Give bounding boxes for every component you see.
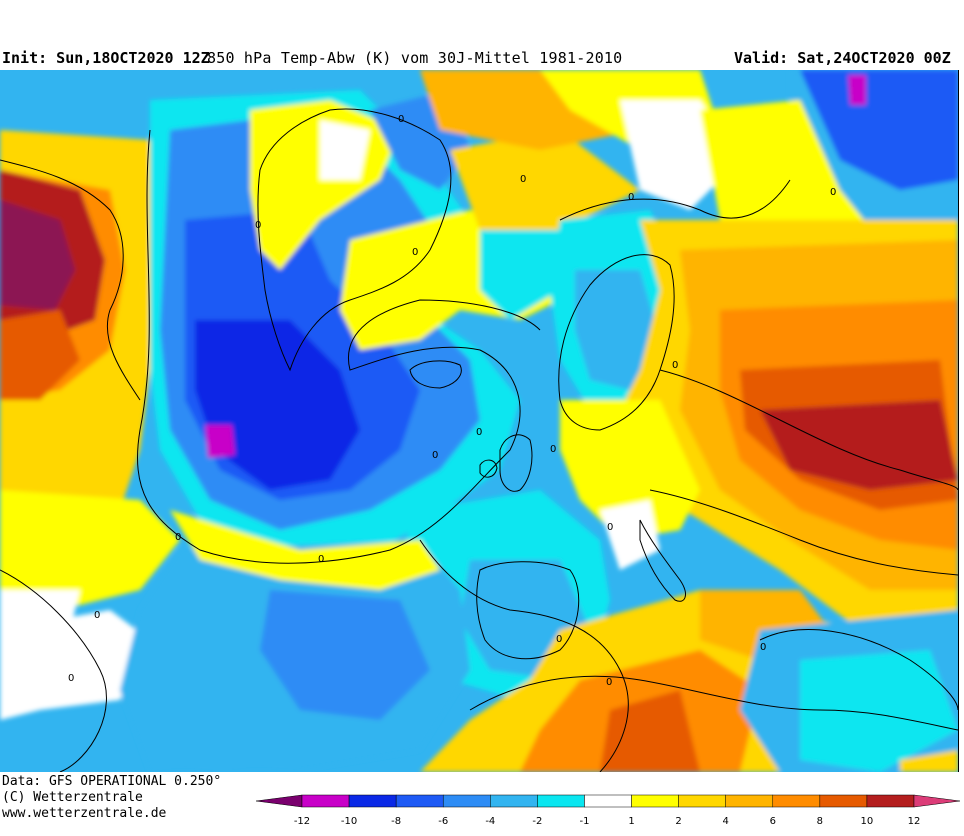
map-title: 850 hPa Temp-Abw (K) vom 30J-Mittel 1981… <box>207 49 623 67</box>
contour-label: 0 <box>550 444 556 455</box>
contour-label: 0 <box>318 554 324 565</box>
legend-color-box <box>537 794 585 808</box>
legend-color-box <box>348 794 397 808</box>
contour-label: 0 <box>68 673 74 684</box>
legend-color-box <box>442 794 491 808</box>
legend-color-box <box>301 794 350 808</box>
legend-tick-label: 6 <box>770 816 776 827</box>
legend-tick-label: 10 <box>861 816 874 827</box>
contour-labels: 0 0 0 0 0 0 0 0 0 0 0 0 0 0 0 0 0 0 <box>68 114 836 688</box>
legend-color-box <box>772 794 821 808</box>
legend-color-box <box>631 794 679 808</box>
data-source-label: Data: GFS OPERATIONAL 0.250° <box>2 774 222 789</box>
legend-color-box <box>584 794 632 808</box>
legend-arrow-high <box>913 794 961 808</box>
contour-label: 0 <box>175 532 181 543</box>
legend-color-box <box>725 794 774 808</box>
legend-tick-label: -4 <box>485 816 495 827</box>
legend-tick-label: 4 <box>723 816 729 827</box>
legend-tick-label: 1 <box>628 816 634 827</box>
legend-color-box <box>678 794 726 808</box>
legend-tick-label: -10 <box>341 816 357 827</box>
contour-label: 0 <box>412 247 418 258</box>
legend-color-box <box>395 794 444 808</box>
init-time-label: Init: Sun,18OCT2020 12Z <box>2 49 210 67</box>
contour-label: 0 <box>760 642 766 653</box>
legend-color-box <box>866 794 915 808</box>
contour-label: 0 <box>398 114 404 125</box>
legend-tick-label: -12 <box>294 816 310 827</box>
copyright-label: (C) Wetterzentrale <box>2 790 143 805</box>
legend-tick-label: 12 <box>908 816 921 827</box>
contour-label: 0 <box>606 677 612 688</box>
legend-arrow-low <box>255 794 303 808</box>
temperature-anomaly-map: 0 0 0 0 0 0 0 0 0 0 0 0 0 0 0 0 0 0 <box>0 70 959 772</box>
legend-color-box <box>490 794 538 808</box>
website-label: www.wetterzentrale.de <box>2 806 167 821</box>
map-canvas: 0 0 0 0 0 0 0 0 0 0 0 0 0 0 0 0 0 0 <box>0 70 958 772</box>
contour-label: 0 <box>255 220 261 231</box>
contour-label: 0 <box>830 187 836 198</box>
contour-label: 0 <box>520 174 526 185</box>
contour-label: 0 <box>628 192 634 203</box>
contour-label: 0 <box>556 634 562 645</box>
valid-time-label: Valid: Sat,24OCT2020 00Z <box>734 49 951 67</box>
legend-color-box <box>819 794 868 808</box>
legend-tick-label: -8 <box>391 816 401 827</box>
zero-contour-lines <box>0 129 958 772</box>
legend-tick-label: 8 <box>817 816 823 827</box>
contour-label: 0 <box>476 427 482 438</box>
coastlines <box>0 108 958 731</box>
anomaly-field <box>0 70 958 772</box>
color-scale-bar: -12 -10 -8 -6 -4 -2 -1 1 2 4 6 8 10 12 <box>255 794 961 827</box>
color-scale-legend: -12 -10 -8 -6 -4 -2 -1 1 2 4 6 8 10 12 <box>255 794 961 830</box>
contour-label: 0 <box>432 450 438 461</box>
legend-tick-label: 2 <box>675 816 681 827</box>
legend-tick-label: -6 <box>438 816 448 827</box>
contour-label: 0 <box>672 360 678 371</box>
contour-label: 0 <box>607 522 613 533</box>
legend-tick-label: -1 <box>579 816 589 827</box>
map-header: Init: Sun,18OCT2020 12Z 850 hPa Temp-Abw… <box>0 0 964 70</box>
contour-label: 0 <box>94 610 100 621</box>
legend-tick-label: -2 <box>532 816 542 827</box>
